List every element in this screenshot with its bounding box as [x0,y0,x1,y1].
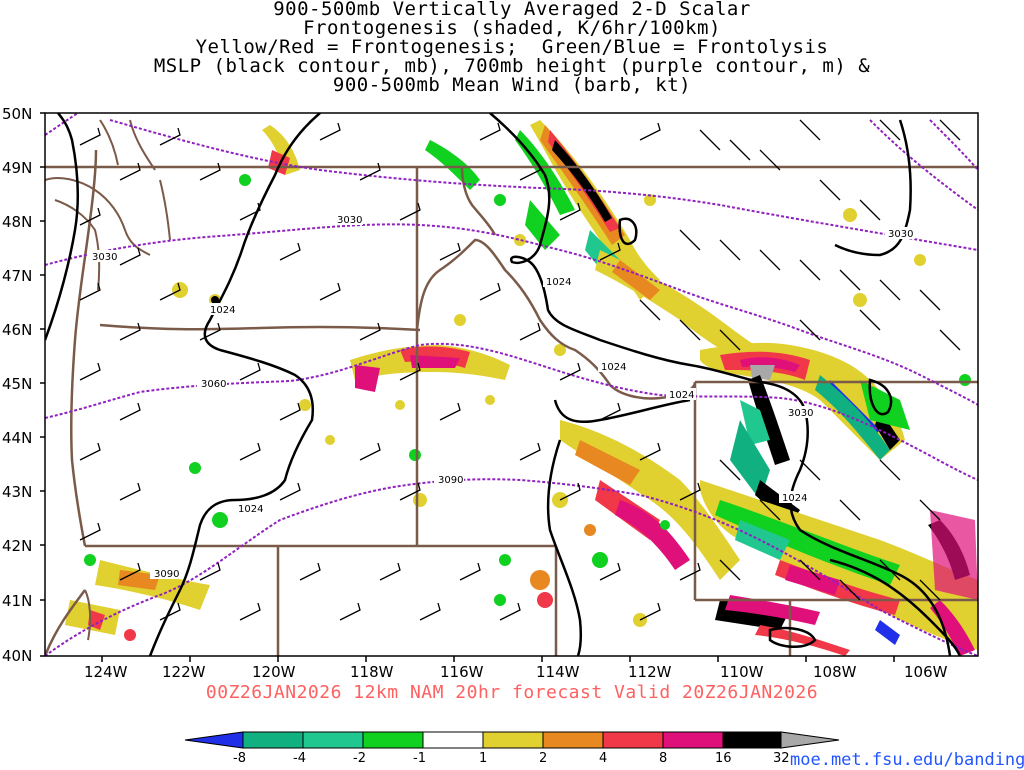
lat-label: 46N [2,321,32,339]
lat-label: 49N [2,159,32,177]
height-label: 3060 [201,379,226,390]
coastline [45,119,171,641]
state-borders [45,149,978,656]
title-line-2: Frontogenesis (shaded, K/6hr/100km) [303,17,721,39]
lon-label: 110W [720,663,764,681]
colorbar-label: -4 [293,751,306,766]
longitude-axis: 124W 122W 120W 118W 116W 114W 112W 110W … [84,656,948,681]
lon-label: 116W [440,663,484,681]
map-frame [44,112,979,657]
colorbar-label: -2 [353,751,366,766]
lon-label: 106W [904,663,948,681]
mslp-label: 1024 [669,390,694,401]
lon-label: 120W [252,663,296,681]
lat-label: 42N [2,537,32,555]
latitude-axis: 50N 49N 48N 47N 46N 45N 44N 43N 42N 41N … [2,105,45,665]
height-label: 3030 [337,215,362,226]
height-label: 3090 [438,475,463,486]
colorbar: -8 -4 -2 -1 1 2 4 8 16 32 [184,731,840,766]
lat-label: 50N [2,105,32,123]
forecast-valid-time: 00Z26JAN2026 12km NAM 20hr forecast Vali… [205,682,819,703]
colorbar-label: -1 [413,751,426,766]
title-line-5: 900-500mb Mean Wind (barb, kt) [332,74,692,96]
height-contours [45,113,978,656]
height-label: 3030 [92,252,117,263]
map-plot-area: 3030 3030 3060 3090 3090 3030 1024 1024 … [45,113,978,656]
lat-label: 48N [2,213,32,231]
height-label: 3030 [788,408,813,419]
height-label-right: 3030 [888,229,913,240]
lat-label: 47N [2,267,32,285]
lat-label: 44N [2,429,32,447]
title-line-3: Yellow/Red = Frontogenesis; Green/Blue =… [195,36,829,58]
wind-barbs [79,119,961,621]
colorbar-label: 1 [479,751,487,766]
mslp-label: 1024 [782,493,807,504]
lon-label: 122W [162,663,206,681]
lat-label: 41N [2,592,32,610]
height-label: 3090 [154,569,179,580]
colorbar-label: 2 [539,751,547,766]
lat-label: 45N [2,375,32,393]
colorbar-label: 32 [773,751,790,766]
lon-label: 118W [350,663,394,681]
lat-label: 43N [2,483,32,501]
chart-title: 900-500mb Vertically Averaged 2-D Scalar… [0,0,1024,95]
mslp-label: 1024 [546,277,571,288]
lat-label: 40N [2,647,32,665]
contour-label-group: 3030 3030 3060 3090 3090 3030 1024 1024 … [88,213,915,580]
colorbar-label: 4 [599,751,607,766]
lon-label: 112W [628,663,672,681]
lon-label: 108W [813,663,857,681]
title-line-4: MSLP (black contour, mb), 700mb height (… [153,55,871,77]
mslp-label: 1024 [601,362,626,373]
colorbar-label: 16 [715,751,732,766]
title-line-1: 900-500mb Vertically Averaged 2-D Scalar [273,0,751,20]
lon-label: 114W [536,663,580,681]
colorbar-label: -8 [233,751,246,766]
source-credit-link[interactable]: moe.met.fsu.edu/banding [790,750,1024,770]
mslp-label: 1024 [238,504,263,515]
colorbar-label: 8 [659,751,667,766]
lon-label: 124W [84,663,128,681]
mslp-label: 1024 [210,305,235,316]
